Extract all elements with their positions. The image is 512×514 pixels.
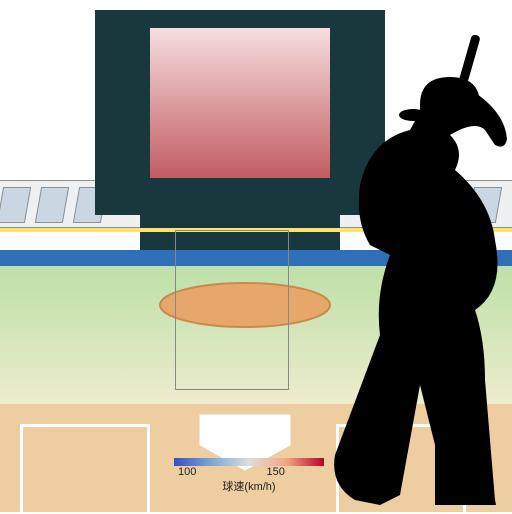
speed-ticks: 100 150 (174, 466, 324, 478)
speed-label: 球速(km/h) (174, 478, 324, 494)
speed-tick: 150 (267, 466, 285, 478)
speed-colorbar (174, 458, 324, 466)
strike-zone (175, 230, 289, 390)
batter-box-left (20, 424, 150, 514)
speed-legend: 100 150 球速(km/h) (174, 458, 324, 494)
speed-tick: 100 (178, 466, 196, 478)
scene-root: 100 150 球速(km/h) (0, 0, 512, 512)
batter-silhouette (300, 35, 510, 505)
